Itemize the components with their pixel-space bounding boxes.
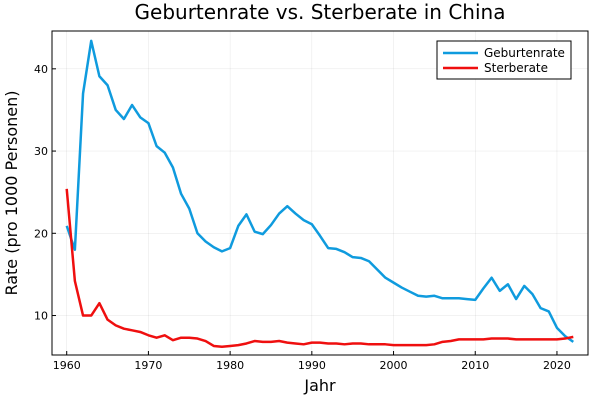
y-tick-label: 40 [34,63,48,76]
y-axis-label: Rate (pro 1000 Personen) [2,90,21,295]
y-tick-label: 30 [34,145,48,158]
y-axis-ticks: 10 20 30 40 [34,63,56,323]
plot-frame [51,30,589,356]
x-tick-label: 1990 [298,359,326,372]
x-tick-label: 1980 [216,359,244,372]
series-line-geburtenrate [65,39,575,343]
x-tick-label: 1960 [53,359,81,372]
x-tick-label: 2010 [461,359,489,372]
x-tick-label: 1970 [134,359,162,372]
grid [52,31,588,355]
x-tick-label: 2020 [543,359,571,372]
x-axis-label: Jahr [303,376,336,395]
series-lines [65,39,575,349]
legend: Geburtenrate Sterberate [436,40,572,80]
x-axis-ticks: 1960 1970 1980 1990 2000 2010 2020 [53,351,571,372]
y-tick-label: 10 [34,310,48,323]
legend-box [436,40,572,80]
chart-title: Geburtenrate vs. Sterberate in China [135,0,506,24]
series-line-sterberate [65,188,574,349]
legend-label-sterberate: Sterberate [484,61,548,75]
y-tick-label: 20 [34,227,48,240]
legend-label-geburtenrate: Geburtenrate [484,46,565,60]
x-tick-label: 2000 [380,359,408,372]
